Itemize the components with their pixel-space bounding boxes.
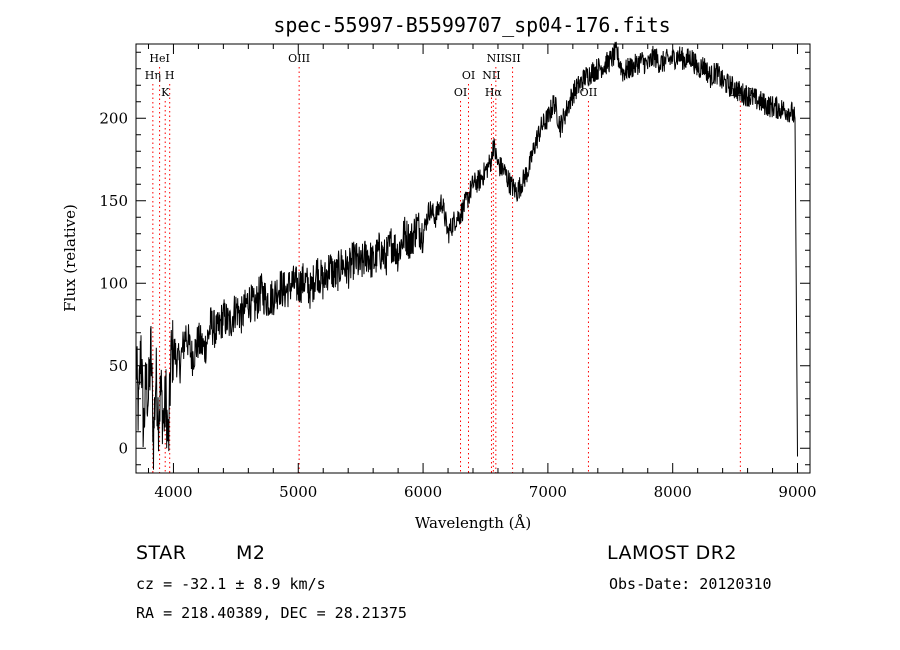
y-axis-label: Flux (relative)	[61, 204, 79, 312]
redshift-velocity: cz = -32.1 ± 8.9 km/s	[136, 575, 326, 593]
line-marker-label: NII	[487, 52, 505, 65]
y-tick-label: 50	[109, 357, 128, 375]
x-axis-label: Wavelength (Å)	[415, 514, 531, 532]
x-tick-label: 4000	[154, 483, 192, 501]
line-marker-label: NII	[482, 69, 500, 82]
line-marker-label: OIII	[288, 52, 310, 65]
spectrum-line	[135, 41, 798, 470]
spectrum-series	[135, 41, 798, 470]
sky-coordinates: RA = 218.40389, DEC = 28.21375	[136, 604, 407, 622]
y-axis-ticks: 0 50 100 150 200	[99, 51, 810, 466]
survey-name: LAMOST DR2	[607, 542, 737, 564]
line-marker-label: SII	[504, 52, 520, 65]
line-marker-label: Hη	[145, 69, 161, 82]
y-tick-label: 200	[99, 109, 128, 127]
line-marker-label: H	[165, 69, 175, 82]
line-marker-label: OII	[580, 86, 598, 99]
line-marker-label: K	[161, 86, 170, 99]
x-tick-label: 7000	[529, 483, 567, 501]
line-marker-label: OI	[454, 86, 467, 99]
object-class: STAR	[136, 542, 187, 564]
x-tick-label: 9000	[778, 483, 816, 501]
y-tick-label: 0	[118, 439, 128, 457]
plot-frame	[135, 43, 811, 474]
line-marker-label: HeI	[149, 52, 169, 65]
line-marker-label: OI	[462, 69, 475, 82]
y-tick-label: 100	[99, 274, 128, 292]
x-tick-label: 8000	[654, 483, 692, 501]
line-marker-label: Hα	[485, 86, 503, 99]
y-tick-label: 150	[99, 192, 128, 210]
chart-title: spec-55997-B5599707_sp04-176.fits	[273, 13, 670, 37]
object-subclass: M2	[236, 542, 266, 564]
x-tick-label: 5000	[279, 483, 317, 501]
x-tick-label: 6000	[404, 483, 442, 501]
observation-date: Obs-Date: 20120310	[609, 575, 772, 593]
x-axis-ticks: 4000 5000 6000 7000 8000 9000	[147, 44, 817, 501]
